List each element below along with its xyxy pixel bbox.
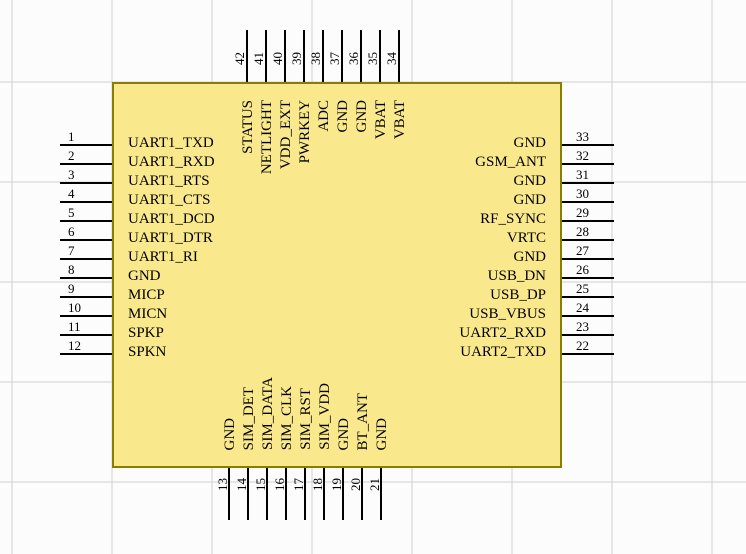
pin-number: 33 (576, 129, 589, 145)
pin-label: UART1_CTS (128, 192, 210, 209)
pin-label: USB_DN (488, 268, 546, 285)
pin-label: MICP (128, 287, 165, 304)
pin-number: 23 (576, 319, 589, 335)
pin-number: 20 (348, 478, 364, 491)
pin-label: GND (222, 418, 239, 451)
pin-number: 31 (576, 167, 589, 183)
pin-number: 19 (329, 478, 345, 491)
pin-number: 21 (367, 478, 383, 491)
pin-label: GND (514, 249, 547, 266)
pin-wire (304, 468, 306, 520)
pin-label: RF_SYNC (480, 211, 546, 228)
pin-wire (380, 468, 382, 520)
pin-label: SIM_DATA (260, 377, 277, 450)
pin-number: 24 (576, 300, 589, 316)
pin-number: 9 (68, 281, 75, 297)
pin-label: UART2_RXD (459, 325, 546, 342)
pin-label: SIM_CLK (279, 386, 296, 450)
pin-number: 28 (576, 224, 589, 240)
pin-number: 32 (576, 148, 589, 164)
pin-label: VDD_EXT (278, 100, 295, 169)
pin-label: SIM_DET (241, 387, 258, 450)
pin-number: 26 (576, 262, 589, 278)
pin-label: BT_ANT (355, 393, 372, 451)
pin-wire (342, 468, 344, 520)
pin-number: 25 (576, 281, 589, 297)
pin-label: MICN (128, 306, 167, 323)
pin-wire (247, 468, 249, 520)
pin-number: 35 (365, 52, 381, 65)
pin-label: ADC (316, 100, 333, 132)
pin-number: 42 (232, 52, 248, 65)
pin-label: VBAT (373, 100, 390, 139)
pin-label: GND (354, 100, 371, 133)
pin-number: 36 (346, 52, 362, 65)
pin-label: PWRKEY (297, 100, 314, 163)
pin-number: 22 (576, 338, 589, 354)
pin-label: GND (374, 418, 391, 451)
pin-label: VBAT (392, 100, 409, 139)
pin-number: 40 (270, 52, 286, 65)
pin-label: GND (335, 100, 352, 133)
pin-label: UART1_DCD (128, 211, 215, 228)
pin-number: 5 (68, 205, 75, 221)
pin-number: 11 (68, 319, 81, 335)
pin-number: 30 (576, 186, 589, 202)
pin-wire (285, 468, 287, 520)
pin-number: 38 (308, 52, 324, 65)
pin-number: 39 (289, 52, 305, 65)
pin-wire (361, 468, 363, 520)
pin-label: GND (514, 135, 547, 152)
pin-label: UART1_RTS (128, 173, 210, 190)
pin-label: GND (514, 192, 547, 209)
pin-number: 15 (253, 478, 269, 491)
pin-label: SIM_VDD (317, 383, 334, 450)
pin-number: 29 (576, 205, 589, 221)
pin-label: STATUS (240, 100, 257, 154)
pin-number: 27 (576, 243, 589, 259)
pin-number: 18 (310, 478, 326, 491)
pin-number: 4 (68, 186, 75, 202)
pin-number: 6 (68, 224, 75, 240)
pin-label: USB_DP (490, 287, 546, 304)
pin-number: 14 (234, 478, 250, 491)
pin-label: SPKP (128, 325, 164, 342)
pin-wire (323, 468, 325, 520)
pin-number: 37 (327, 52, 343, 65)
pin-number: 17 (291, 478, 307, 491)
pin-label: USB_VBUS (469, 306, 546, 323)
pin-label: UART2_TXD (460, 344, 546, 361)
pin-label: GND (514, 173, 547, 190)
pin-label: UART1_TXD (128, 135, 214, 152)
pin-label: UART1_RI (128, 249, 198, 266)
pin-label: GSM_ANT (475, 154, 546, 171)
pin-number: 12 (68, 338, 81, 354)
pin-number: 13 (215, 478, 231, 491)
pin-label: SPKN (128, 344, 166, 361)
pin-label: NETLIGHT (259, 100, 276, 174)
pin-number: 10 (68, 300, 81, 316)
pin-label: SIM_RST (298, 388, 315, 450)
pin-number: 41 (251, 52, 267, 65)
pin-label: VRTC (507, 230, 546, 247)
pin-number: 34 (384, 52, 400, 65)
pin-number: 7 (68, 243, 75, 259)
pin-wire (266, 468, 268, 520)
pin-number: 8 (68, 262, 75, 278)
pin-wire (228, 468, 230, 520)
pin-label: UART1_DTR (128, 230, 213, 247)
pin-label: GND (128, 268, 161, 285)
pin-number: 3 (68, 167, 75, 183)
pin-number: 1 (68, 129, 75, 145)
pin-label: GND (336, 418, 353, 451)
pin-label: UART1_RXD (128, 154, 215, 171)
pin-number: 2 (68, 148, 75, 164)
pin-number: 16 (272, 478, 288, 491)
